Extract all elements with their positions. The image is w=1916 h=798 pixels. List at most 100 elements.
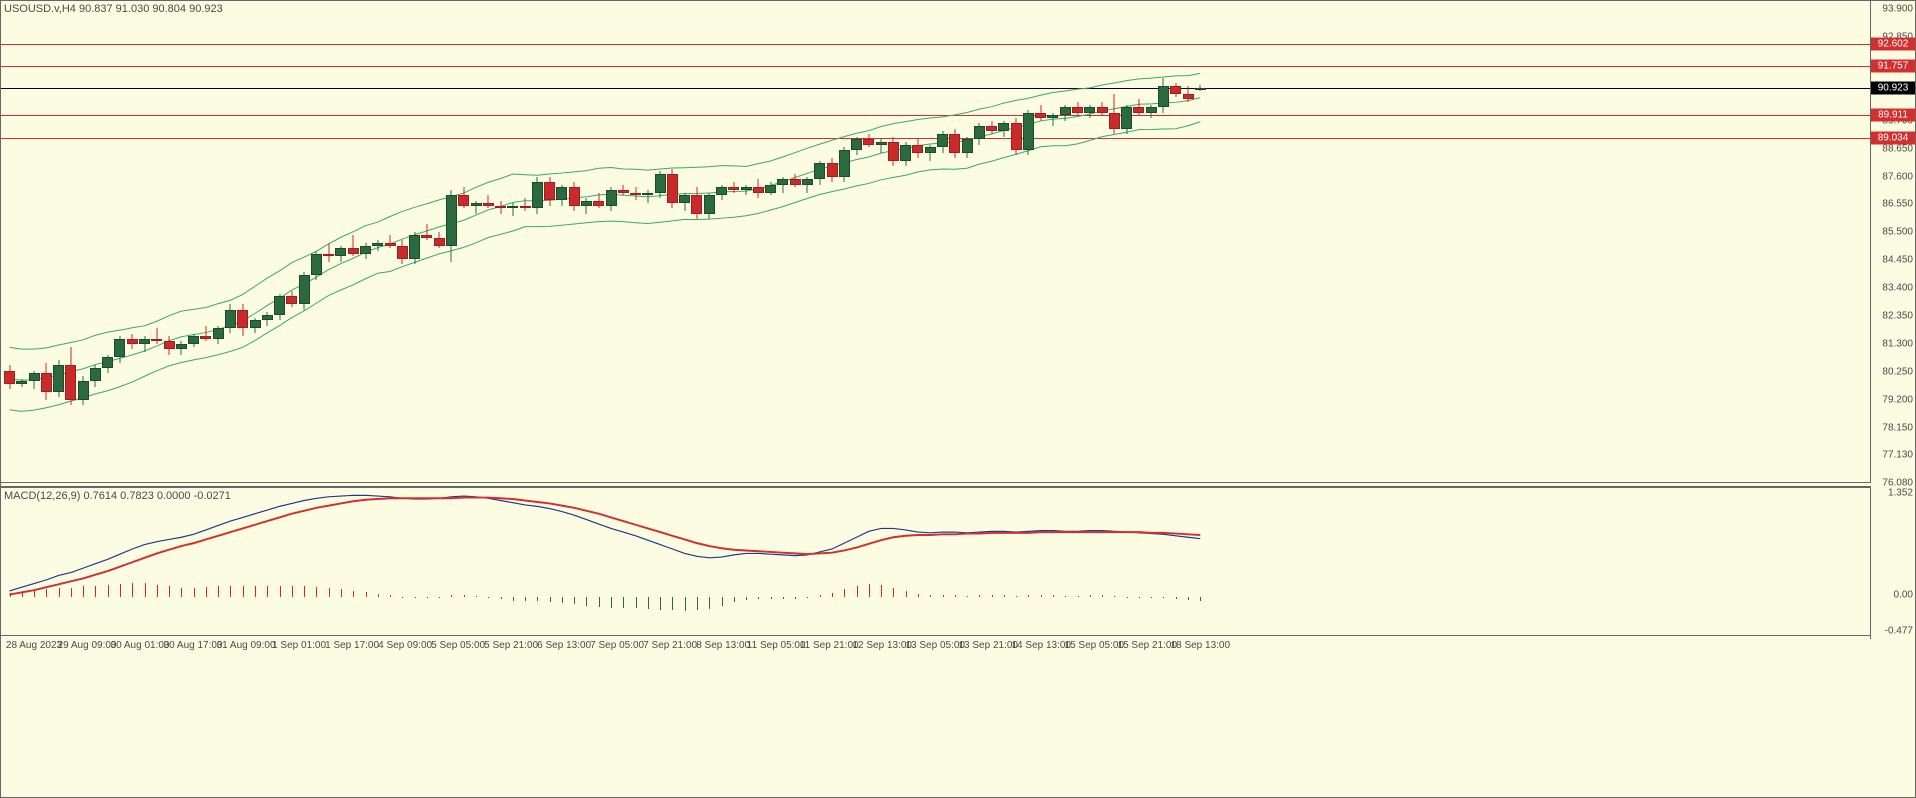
macd-tick: 0.00 bbox=[1869, 589, 1913, 600]
macd-line bbox=[10, 495, 1201, 591]
macd-bar bbox=[157, 585, 158, 597]
macd-bar bbox=[304, 586, 305, 597]
candle bbox=[728, 1, 739, 483]
candle bbox=[851, 1, 862, 483]
main-price-chart[interactable]: USOUSD.v,H4 90.837 91.030 90.804 90.923 bbox=[1, 1, 1870, 483]
candle bbox=[151, 1, 162, 483]
candle bbox=[1170, 1, 1181, 483]
candle bbox=[262, 1, 273, 483]
macd-bar bbox=[1078, 596, 1079, 597]
candle bbox=[1023, 1, 1034, 483]
candle bbox=[1109, 1, 1120, 483]
candle bbox=[1097, 1, 1108, 483]
candle bbox=[335, 1, 346, 483]
candle bbox=[618, 1, 629, 483]
macd-bar bbox=[722, 597, 723, 606]
time-tick: 15 Sep 21:00 bbox=[1118, 640, 1178, 651]
macd-bar bbox=[734, 597, 735, 602]
candle bbox=[802, 1, 813, 483]
candle bbox=[716, 1, 727, 483]
candle bbox=[1133, 1, 1144, 483]
time-tick: 18 Sep 13:00 bbox=[1171, 640, 1231, 651]
macd-bar bbox=[1041, 595, 1042, 597]
time-tick: 14 Sep 13:00 bbox=[1012, 640, 1072, 651]
macd-bar bbox=[1200, 597, 1201, 601]
candle bbox=[949, 1, 960, 483]
macd-bar bbox=[402, 597, 403, 598]
candle bbox=[974, 1, 985, 483]
macd-bar bbox=[218, 586, 219, 597]
macd-bar bbox=[795, 597, 796, 599]
candle bbox=[323, 1, 334, 483]
macd-svg bbox=[1, 488, 1870, 635]
macd-bar bbox=[1163, 597, 1164, 599]
candle bbox=[274, 1, 285, 483]
price-tick: 93.900 bbox=[1869, 3, 1913, 14]
candle bbox=[606, 1, 617, 483]
macd-bar bbox=[1053, 595, 1054, 597]
macd-bar bbox=[562, 597, 563, 603]
candle bbox=[102, 1, 113, 483]
candle bbox=[937, 1, 948, 483]
candle bbox=[385, 1, 396, 483]
candle bbox=[139, 1, 150, 483]
macd-bar bbox=[488, 597, 489, 598]
macd-indicator-chart[interactable]: MACD(12,26,9) 0.7614 0.7823 0.0000 -0.02… bbox=[1, 486, 1870, 636]
macd-bar bbox=[574, 597, 575, 605]
time-tick: 5 Sep 05:00 bbox=[431, 640, 485, 651]
time-tick: 1 Sep 01:00 bbox=[272, 640, 326, 651]
macd-bar bbox=[206, 587, 207, 597]
macd-bar bbox=[501, 597, 502, 599]
candle bbox=[458, 1, 469, 483]
macd-bar bbox=[341, 589, 342, 597]
candle bbox=[753, 1, 764, 483]
macd-bar bbox=[169, 586, 170, 597]
macd-bar bbox=[525, 597, 526, 602]
macd-bar bbox=[194, 588, 195, 597]
macd-bar bbox=[685, 597, 686, 611]
candle bbox=[667, 1, 678, 483]
candle bbox=[777, 1, 788, 483]
macd-bar bbox=[415, 597, 416, 598]
macd-bar bbox=[1065, 596, 1066, 597]
candle bbox=[876, 1, 887, 483]
candle bbox=[593, 1, 604, 483]
price-tag: 92.602 bbox=[1871, 37, 1915, 50]
candle bbox=[1183, 1, 1194, 483]
candle bbox=[348, 1, 359, 483]
price-tick: 87.600 bbox=[1869, 171, 1913, 182]
price-tag: 91.757 bbox=[1871, 59, 1915, 72]
price-y-axis: 93.90092.85091.75789.91189.70089.03488.6… bbox=[1870, 1, 1915, 483]
candle bbox=[41, 1, 52, 483]
time-tick: 7 Sep 21:00 bbox=[643, 640, 697, 651]
macd-bar bbox=[1016, 596, 1017, 597]
macd-bar bbox=[1188, 597, 1189, 600]
time-tick: 1 Sep 17:00 bbox=[325, 640, 379, 651]
candle bbox=[679, 1, 690, 483]
macd-bar bbox=[329, 588, 330, 597]
candle bbox=[286, 1, 297, 483]
symbol-title: USOUSD.v,H4 90.837 91.030 90.804 90.923 bbox=[4, 3, 223, 15]
macd-bar bbox=[672, 597, 673, 611]
macd-bar bbox=[709, 597, 710, 609]
macd-bar bbox=[636, 597, 637, 608]
price-tick: 79.200 bbox=[1869, 395, 1913, 406]
candle bbox=[4, 1, 15, 483]
candle bbox=[29, 1, 40, 483]
candle bbox=[1121, 1, 1132, 483]
chart-container: USOUSD.v,H4 90.837 91.030 90.804 90.923 … bbox=[0, 0, 1916, 798]
candle bbox=[188, 1, 199, 483]
macd-bar bbox=[697, 597, 698, 611]
macd-bar bbox=[623, 597, 624, 608]
time-x-axis: 28 Aug 202329 Aug 09:0030 Aug 01:0030 Au… bbox=[1, 638, 1870, 656]
candle bbox=[90, 1, 101, 483]
macd-bar bbox=[132, 583, 133, 597]
candle bbox=[520, 1, 531, 483]
macd-bar bbox=[71, 588, 72, 597]
macd-bar bbox=[783, 597, 784, 599]
macd-bar bbox=[390, 595, 391, 597]
macd-bar bbox=[366, 592, 367, 597]
candle bbox=[691, 1, 702, 483]
candle bbox=[16, 1, 27, 483]
macd-bar bbox=[758, 597, 759, 599]
